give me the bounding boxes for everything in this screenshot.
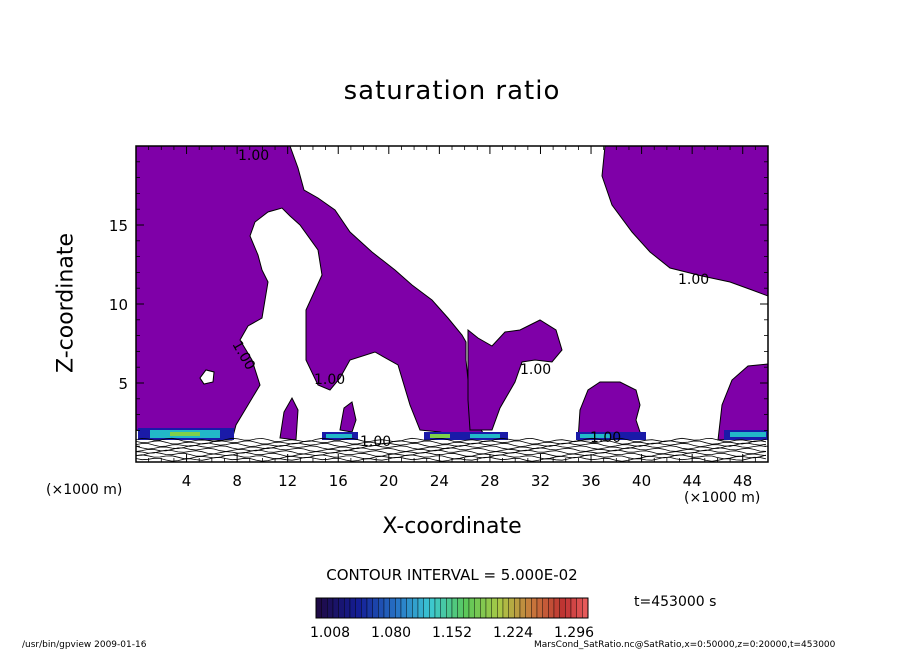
x-tick-label-36: 36 [581,472,600,490]
contour-interval-label: CONTOUR INTERVAL = 5.000E-02 [326,566,578,584]
y-tick-label-5: 5 [118,375,128,393]
surface-contour-line-1 [136,440,767,445]
contour-label-6: 1.00 [590,430,621,446]
footer-right: MarsCond_SatRatio.nc@SatRatio,x=0:50000,… [534,640,836,650]
saturated-region-cell-36 [577,381,643,441]
x-tick-label-4: 4 [182,472,192,490]
x-tick-label-40: 40 [632,472,651,490]
surface-contour-line-0 [136,437,767,443]
x-tick-label-48: 48 [733,472,752,490]
x-axis-label: X-coordinate [382,514,522,539]
x-tick-label-8: 8 [232,472,242,490]
surface-color-bands [138,428,768,440]
contour-label-1: 1.00 [238,148,269,164]
surface-contour-line-5 [136,449,767,455]
y-axis: 5 10 15 [109,161,768,447]
chart-title: saturation ratio [343,76,561,106]
x-tick-label-12: 12 [278,472,297,490]
surface-contour-line-4 [136,447,767,452]
saturated-region-left [136,146,486,441]
x-axis: 4 8 12 16 20 24 28 32 36 40 44 48 [148,146,756,490]
saturated-region-mid [467,319,563,431]
x-tick-label-20: 20 [379,472,398,490]
contour-label-5: 1.00 [520,362,551,378]
contour-label-4: 1.00 [314,372,345,388]
x-tick-label-28: 28 [480,472,499,490]
x-tick-label-16: 16 [329,472,348,490]
saturated-region-small-2 [339,401,357,433]
unsaturated-hole [199,369,215,385]
x-unit-right: (×1000 m) [684,490,761,506]
x-tick-label-44: 44 [683,472,702,490]
surface-contour-line-3 [136,445,767,450]
x-tick-label-24: 24 [430,472,449,490]
y-tick-label-15: 15 [109,217,128,235]
surface-contour-lines [136,437,767,462]
footer-left: /usr/bin/gpview 2009-01-16 [22,640,147,650]
surface-contour-line-2 [136,442,767,448]
y-tick-label-10: 10 [109,296,128,314]
surface-contour-line-7 [136,454,767,460]
x-tick-label-32: 32 [531,472,550,490]
saturated-region-right [601,146,768,297]
saturated-region-cell-48 [717,363,768,441]
y-axis-label: Z-coordinate [53,233,79,373]
x-unit-left: (×1000 m) [46,482,123,498]
contour-label-2: 1.00 [678,272,709,288]
contour-label-7: 1.00 [360,434,391,450]
time-label: t=453000 s [634,594,717,610]
surface-contour-line-8 [136,456,767,462]
saturated-region-small-1 [279,396,299,441]
surface-contour-line-6 [136,451,767,457]
